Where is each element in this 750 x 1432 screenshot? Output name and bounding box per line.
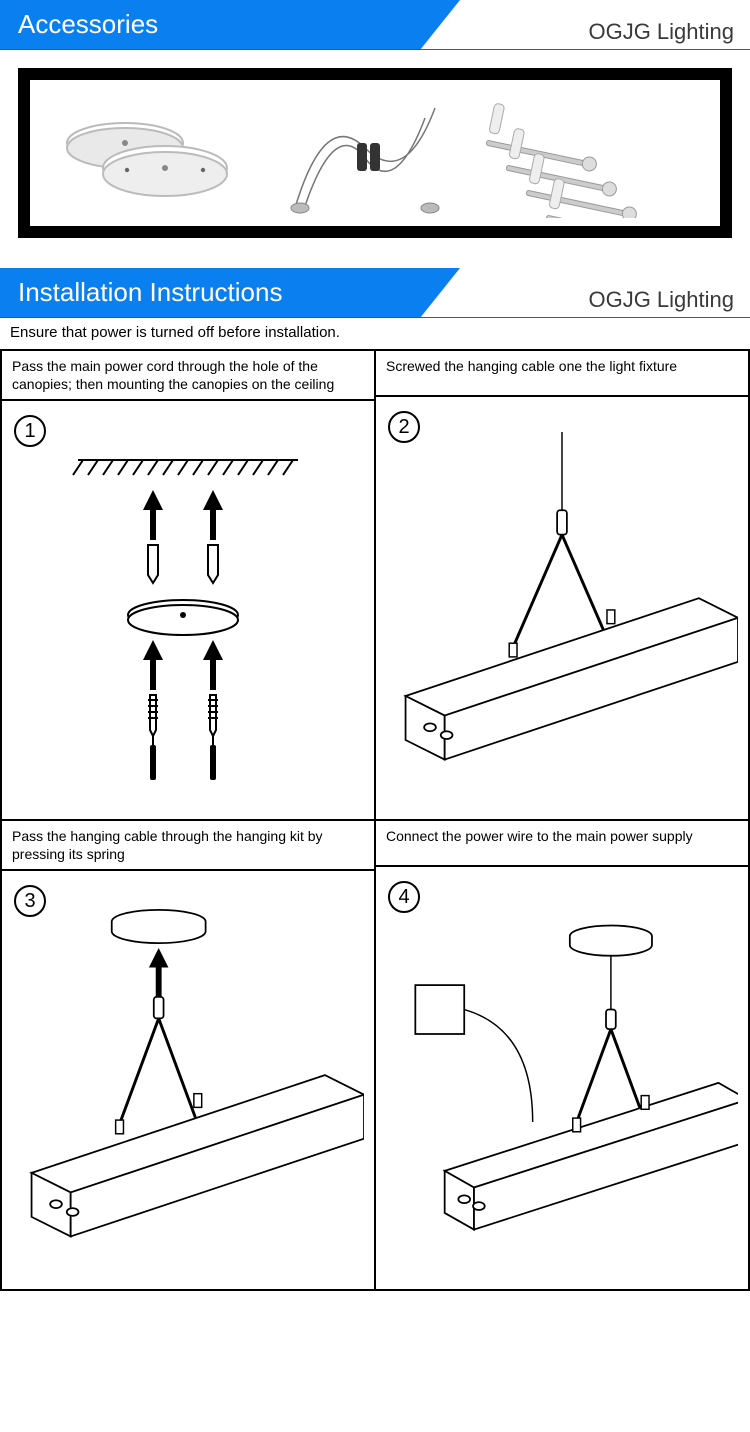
step-1-diagram: [12, 411, 364, 809]
install-title: Installation Instructions: [0, 268, 420, 317]
hanging-cables-icon: [275, 88, 455, 218]
step-4-diagram: [386, 877, 738, 1279]
step-caption: Pass the hanging cable through the hangi…: [2, 821, 374, 871]
step-1: Pass the main power cord through the hol…: [2, 351, 376, 821]
brand-label: OGJG Lighting: [588, 19, 734, 45]
step-3-diagram: [12, 881, 364, 1279]
steps-grid: Pass the main power cord through the hol…: [0, 349, 750, 1291]
step-caption: Screwed the hanging cable one the light …: [376, 351, 748, 397]
step-3: Pass the hanging cable through the hangi…: [2, 821, 376, 1291]
step-2: Screwed the hanging cable one the light …: [376, 351, 750, 821]
accessories-panel: [18, 68, 732, 238]
step-caption: Connect the power wire to the main power…: [376, 821, 748, 867]
screws-anchors-icon: [485, 88, 695, 218]
canopy-discs-icon: [55, 88, 245, 218]
brand-label: OGJG Lighting: [588, 287, 734, 313]
step-4: Connect the power wire to the main power…: [376, 821, 750, 1291]
install-header: Installation Instructions OGJG Lighting: [0, 268, 750, 318]
accessories-header: Accessories OGJG Lighting: [0, 0, 750, 50]
warning-text: Ensure that power is turned off before i…: [0, 318, 750, 349]
step-2-diagram: [386, 407, 738, 809]
step-caption: Pass the main power cord through the hol…: [2, 351, 374, 401]
accessories-title: Accessories: [0, 0, 420, 49]
